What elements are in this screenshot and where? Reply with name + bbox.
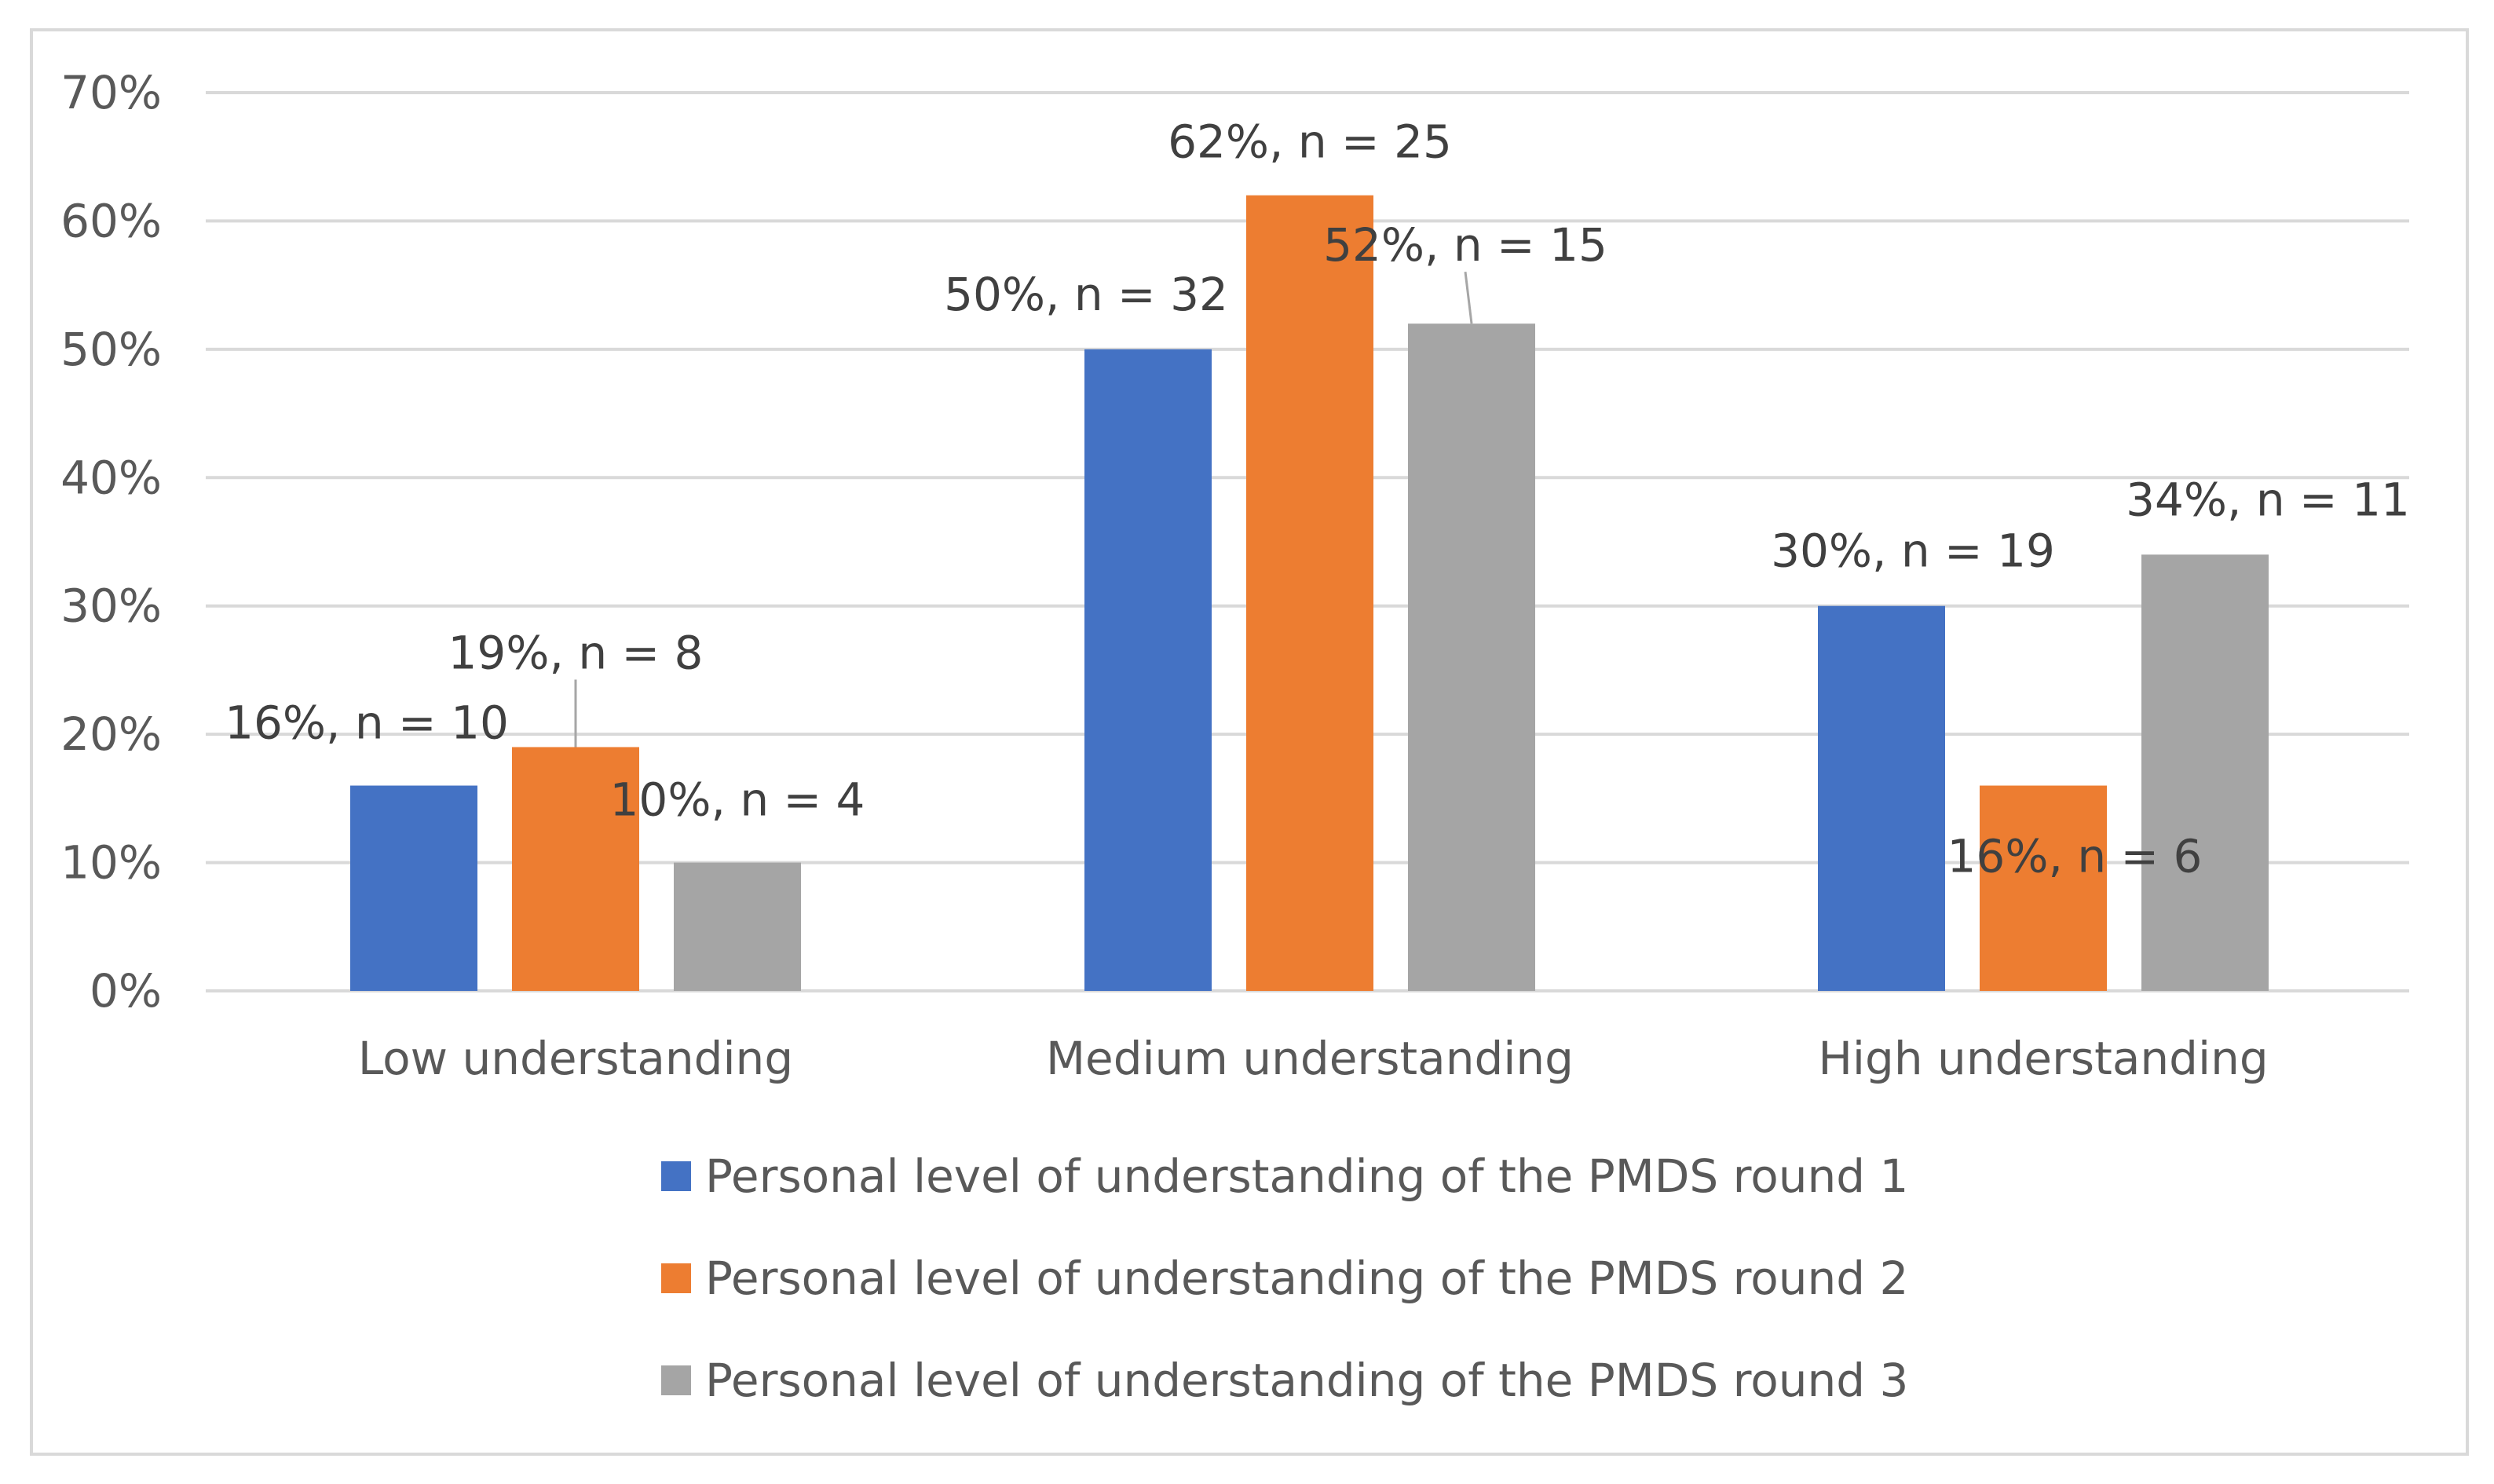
bar[interactable]	[512, 747, 639, 991]
bar[interactable]	[1980, 785, 2107, 991]
bar[interactable]	[1246, 195, 1373, 991]
legend-item[interactable]: Personal level of understanding of the P…	[661, 1150, 1908, 1203]
x-axis-categories: Low understanding Medium understanding Hig…	[358, 1032, 2269, 1085]
y-tick-label: 60%	[60, 194, 162, 247]
legend-swatch	[661, 1263, 691, 1293]
data-labels: 16%, n = 10 50%, n = 32 30%, n = 19 19%, n …	[225, 115, 2410, 883]
label-leaders	[574, 271, 1473, 747]
data-label: 62%, n = 25	[1168, 115, 1452, 169]
legend-label: Personal level of understanding of the P…	[705, 1150, 1908, 1203]
legend-item[interactable]: Personal level of understanding of the P…	[661, 1252, 1908, 1305]
data-label: 52%, n = 15	[1323, 218, 1607, 272]
y-tick-label: 10%	[60, 836, 162, 890]
legend-swatch	[661, 1161, 691, 1191]
x-category-label: Medium understanding	[1046, 1032, 1574, 1085]
bar[interactable]	[1818, 605, 1945, 991]
y-axis-ticks: 0% 10% 20% 30% 40% 50% 60% 70%	[60, 66, 162, 1018]
bar[interactable]	[350, 785, 477, 991]
data-label: 10%, n = 4	[610, 773, 865, 827]
bar[interactable]	[2141, 554, 2269, 991]
x-category-label: High understanding	[1818, 1032, 2268, 1085]
data-label: 30%, n = 19	[1771, 525, 2055, 578]
y-tick-label: 0%	[90, 964, 162, 1018]
y-tick-label: 30%	[60, 579, 162, 633]
legend-label: Personal level of understanding of the P…	[705, 1252, 1908, 1305]
x-category-label: Low understanding	[358, 1032, 793, 1085]
y-tick-label: 40%	[60, 451, 162, 504]
data-label: 34%, n = 11	[2126, 473, 2410, 526]
bar[interactable]	[674, 862, 801, 991]
bar[interactable]	[1084, 349, 1212, 991]
y-tick-label: 50%	[60, 323, 162, 376]
data-label: 50%, n = 32	[944, 268, 1228, 321]
bar[interactable]	[1408, 323, 1535, 992]
legend-label: Personal level of understanding of the P…	[705, 1354, 1908, 1407]
data-label: 16%, n = 6	[1947, 830, 2203, 883]
y-tick-label: 70%	[60, 66, 162, 119]
leader-line	[1464, 271, 1473, 324]
bars	[350, 195, 2269, 992]
data-label: 16%, n = 10	[225, 696, 509, 750]
legend-item[interactable]: Personal level of understanding of the P…	[661, 1354, 1908, 1407]
data-label: 19%, n = 8	[448, 626, 704, 679]
y-tick-label: 20%	[60, 707, 162, 761]
legend-swatch	[661, 1365, 691, 1395]
legend[interactable]: Personal level of understanding of the P…	[661, 1150, 1908, 1407]
